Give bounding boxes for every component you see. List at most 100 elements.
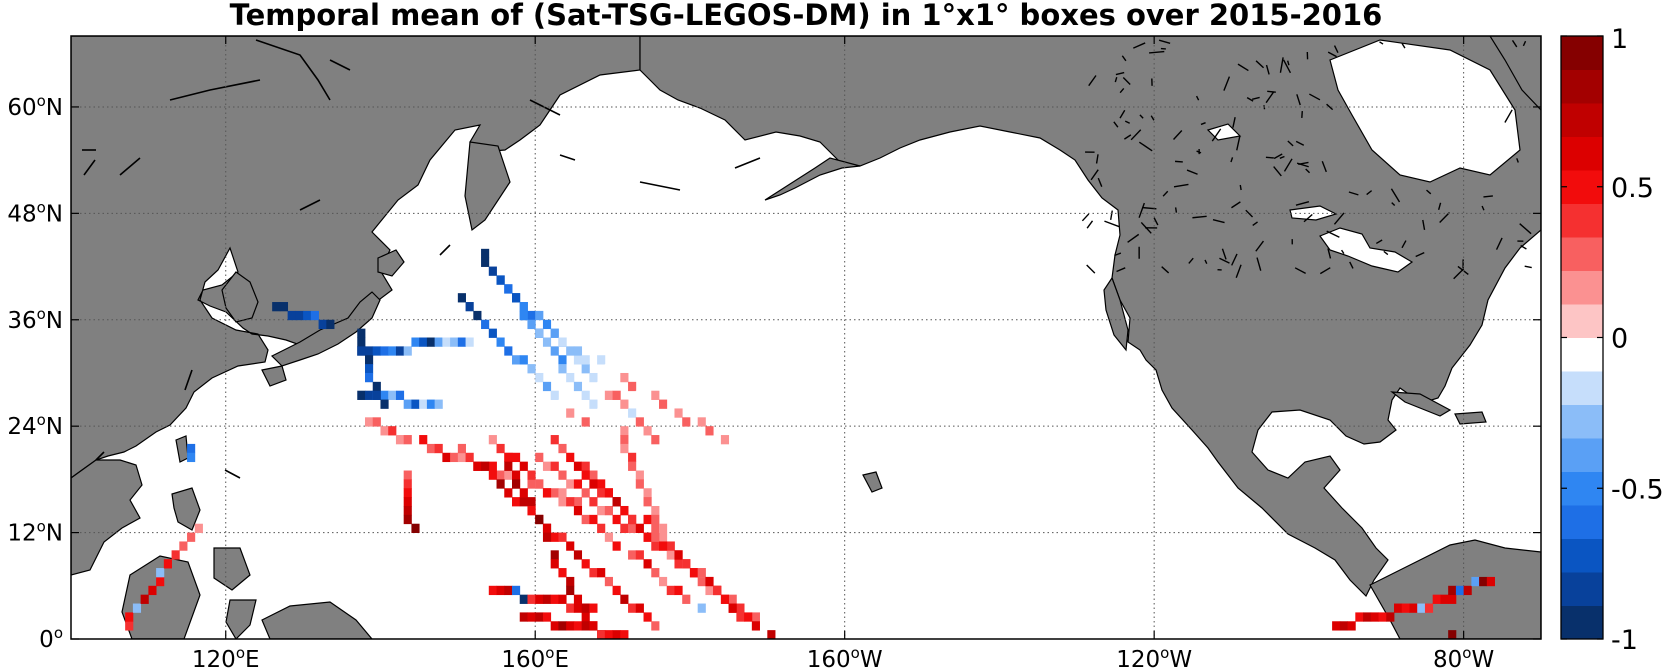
- data-cell: [496, 337, 505, 347]
- data-cell: [1417, 603, 1426, 613]
- data-cell: [566, 346, 575, 356]
- data-cell: [512, 585, 521, 596]
- data-cell: [628, 452, 637, 463]
- data-cell: [535, 514, 544, 525]
- data-cell: [357, 346, 366, 356]
- x-tick-label: 120oW: [1116, 644, 1192, 670]
- data-cell: [535, 594, 544, 604]
- lake-dash: [1391, 202, 1396, 207]
- hawaii: [862, 471, 883, 493]
- data-cell: [434, 337, 443, 347]
- lake-dash: [1520, 244, 1527, 250]
- data-cell: [666, 541, 675, 551]
- coast-detail: [734, 157, 761, 169]
- data-cell: [194, 523, 203, 533]
- data-cell: [187, 443, 196, 454]
- data-cell: [465, 337, 474, 347]
- data-cell: [542, 532, 552, 542]
- data-cell: [620, 399, 629, 409]
- colorbar-swatch: [1561, 136, 1603, 171]
- data-cell: [604, 532, 613, 542]
- lake-dash: [1286, 60, 1290, 66]
- colorbar-swatch: [1561, 103, 1603, 137]
- data-cell: [589, 497, 598, 507]
- data-cell: [365, 364, 374, 374]
- lake-dash: [1122, 77, 1131, 85]
- lake-dash: [1504, 109, 1513, 123]
- data-cell: [581, 488, 590, 498]
- lake-dash: [1115, 71, 1125, 76]
- data-cell: [728, 594, 737, 604]
- data-cell: [635, 603, 644, 613]
- data-cell: [651, 621, 660, 631]
- data-cell: [527, 594, 536, 604]
- data-cell: [1347, 621, 1356, 631]
- data-cell: [419, 337, 428, 347]
- colorbar-swatch: [1561, 237, 1603, 271]
- data-cell: [635, 390, 644, 400]
- data-cell: [527, 612, 536, 622]
- colorbar-swatch: [1561, 538, 1603, 573]
- colorbar-tick-label: -1: [1611, 625, 1638, 656]
- data-cell: [728, 603, 737, 613]
- data-cell: [581, 621, 590, 631]
- lake-dash: [1422, 219, 1426, 230]
- colorbar-swatch: [1561, 471, 1603, 506]
- data-cell: [411, 523, 420, 533]
- lake-dash: [1426, 189, 1432, 195]
- lake-dash: [1104, 220, 1120, 228]
- data-cell: [643, 488, 652, 498]
- data-cell: [1378, 612, 1387, 622]
- data-cell: [395, 435, 405, 445]
- data-cell: [535, 372, 544, 383]
- lake-dash: [1231, 201, 1241, 209]
- lake-dash: [1174, 207, 1178, 213]
- lake-dash: [1133, 42, 1146, 49]
- data-cell: [318, 319, 327, 330]
- data-cell: [628, 550, 637, 560]
- data-cell: [1424, 603, 1434, 613]
- data-cell: [504, 470, 513, 480]
- y-tick-label: 24oN: [7, 411, 63, 440]
- lake-dash: [1287, 140, 1294, 147]
- data-cell: [519, 355, 528, 365]
- data-cell: [419, 435, 428, 445]
- data-cell: [171, 550, 180, 560]
- lake-dash: [1256, 257, 1262, 271]
- data-cells: [125, 248, 1495, 639]
- lake-dash: [1279, 155, 1285, 159]
- data-cell: [635, 417, 644, 427]
- data-cell: [697, 576, 706, 587]
- y-tick-label: 48oN: [7, 198, 63, 227]
- coast-detail: [184, 369, 193, 391]
- lake-dash: [1326, 230, 1340, 238]
- data-cell: [450, 337, 459, 347]
- x-tick-label: 120oE: [192, 644, 260, 670]
- colorbar-swatch: [1561, 337, 1603, 372]
- data-cell: [527, 479, 536, 489]
- data-cell: [643, 426, 652, 436]
- colorbar: [1560, 35, 1604, 640]
- data-cell: [1409, 603, 1418, 613]
- data-cell: [550, 435, 559, 445]
- data-cell: [187, 452, 196, 463]
- data-cell: [125, 612, 134, 622]
- hispaniola: [1454, 411, 1487, 425]
- data-cell: [132, 603, 142, 613]
- alaska-pen: [764, 157, 861, 201]
- data-cell: [488, 266, 497, 276]
- data-cell: [426, 443, 436, 454]
- coast-detail: [224, 469, 241, 479]
- colorbar-swatch: [1561, 605, 1603, 640]
- data-cell: [550, 550, 559, 560]
- data-cell: [666, 585, 675, 596]
- coast-detail: [95, 451, 105, 461]
- data-cell: [628, 523, 637, 533]
- lake-dash: [1282, 59, 1292, 74]
- data-cell: [457, 443, 466, 454]
- data-cell: [1455, 585, 1465, 596]
- data-cell: [566, 452, 575, 463]
- lake-dash: [1109, 210, 1113, 221]
- baja: [1103, 276, 1129, 352]
- data-cell: [365, 417, 374, 427]
